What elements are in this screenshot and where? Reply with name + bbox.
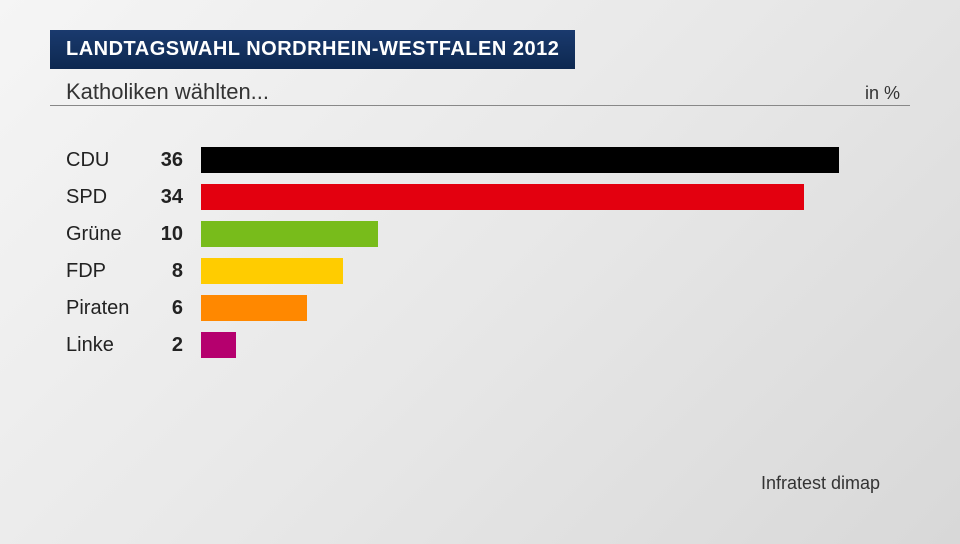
header-title-bar: LANDTAGSWAHL NORDRHEIN-WESTFALEN 2012 (50, 30, 575, 69)
party-label: Grüne (66, 223, 156, 246)
bar-row: Grüne 10 (66, 220, 910, 248)
party-label: FDP (66, 260, 156, 283)
subtitle-row: Katholiken wählten... in % (50, 69, 910, 106)
party-label: Piraten (66, 297, 156, 320)
bar-track (201, 221, 910, 247)
bar-track (201, 295, 910, 321)
bar (201, 332, 236, 358)
value-label: 2 (156, 334, 201, 357)
bar (201, 258, 343, 284)
value-label: 36 (156, 149, 201, 172)
bar-row: SPD 34 (66, 183, 910, 211)
bar-track (201, 258, 910, 284)
bar-row: FDP 8 (66, 257, 910, 285)
source-label: Infratest dimap (761, 473, 880, 494)
party-label: SPD (66, 186, 156, 209)
party-label: CDU (66, 149, 156, 172)
bar (201, 147, 839, 173)
header-title: LANDTAGSWAHL NORDRHEIN-WESTFALEN 2012 (66, 38, 559, 60)
subtitle: Katholiken wählten... (66, 79, 269, 105)
bar-row: Linke 2 (66, 331, 910, 359)
value-label: 34 (156, 186, 201, 209)
party-label: Linke (66, 334, 156, 357)
bar (201, 221, 378, 247)
bar (201, 184, 804, 210)
bar-row: Piraten 6 (66, 294, 910, 322)
bar (201, 295, 307, 321)
value-label: 6 (156, 297, 201, 320)
bar-track (201, 147, 910, 173)
chart-area: CDU 36 SPD 34 Grüne 10 FDP 8 (50, 146, 910, 359)
value-label: 8 (156, 260, 201, 283)
chart-container: LANDTAGSWAHL NORDRHEIN-WESTFALEN 2012 Ka… (0, 0, 960, 398)
bar-track (201, 184, 910, 210)
value-label: 10 (156, 223, 201, 246)
bar-track (201, 332, 910, 358)
unit-label: in % (865, 83, 910, 104)
bar-row: CDU 36 (66, 146, 910, 174)
